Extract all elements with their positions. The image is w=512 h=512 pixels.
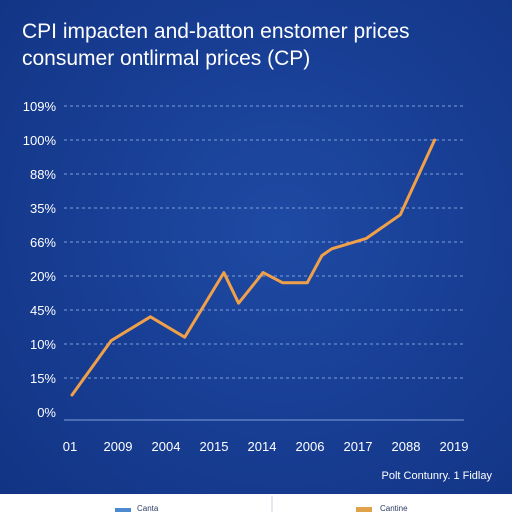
y-tick-label: 0% bbox=[37, 405, 56, 420]
x-tick-label: 2015 bbox=[200, 439, 229, 454]
y-tick-label: 100% bbox=[23, 133, 57, 148]
y-tick-label: 20% bbox=[30, 269, 56, 284]
y-tick-label: 88% bbox=[30, 167, 56, 182]
y-tick-label: 109% bbox=[23, 99, 57, 114]
x-tick-label: 01 bbox=[63, 439, 77, 454]
y-tick-label: 35% bbox=[30, 201, 56, 216]
footer-right-logo bbox=[356, 507, 372, 512]
series-group bbox=[70, 138, 437, 397]
footer-left-label: Canta bbox=[137, 504, 159, 512]
x-tick-label: 2014 bbox=[248, 439, 277, 454]
source-note: Polt Contunry. 1 Fidlay bbox=[382, 470, 493, 482]
footer-band bbox=[0, 494, 512, 512]
footer-right-label: Cantine bbox=[380, 504, 408, 512]
y-tick-label: 10% bbox=[30, 337, 56, 352]
y-axis-ticks: 0% 15% 10% 45% 20% 66% 35% 88% 100% 109% bbox=[23, 99, 57, 420]
x-tick-label: 2088 bbox=[392, 439, 421, 454]
y-tick-label: 15% bbox=[30, 371, 56, 386]
x-axis-ticks: 01 2009 2004 2015 2014 2006 2017 2088 2019 bbox=[63, 439, 469, 454]
x-tick-label: 2009 bbox=[104, 439, 133, 454]
x-tick-label: 2017 bbox=[344, 439, 373, 454]
x-tick-label: 2019 bbox=[440, 439, 469, 454]
grid-lines bbox=[64, 105, 464, 421]
chart-title-line-2: consumer ontlirmal prices (CP) bbox=[22, 47, 310, 70]
chart-title-line-1: CPI impacten and-batton enstomer prices bbox=[22, 20, 410, 43]
x-tick-label: 2004 bbox=[152, 439, 181, 454]
series-line bbox=[70, 138, 437, 397]
y-tick-label: 45% bbox=[30, 303, 56, 318]
footer-left-logo bbox=[115, 508, 131, 512]
y-tick-label: 66% bbox=[30, 235, 56, 250]
x-tick-label: 2006 bbox=[296, 439, 325, 454]
